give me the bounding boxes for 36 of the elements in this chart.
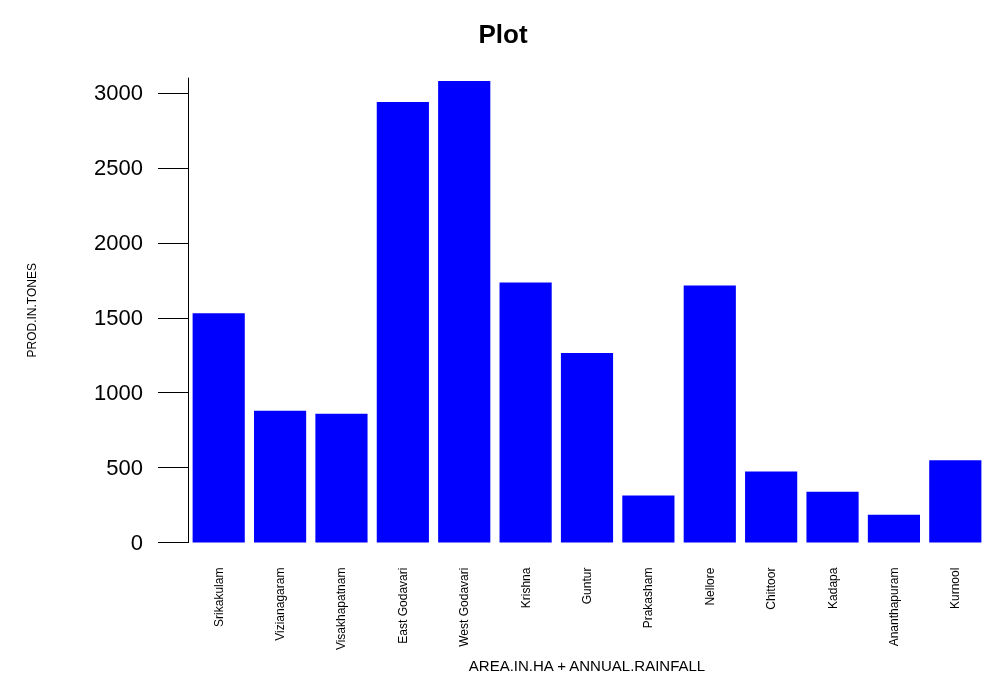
- y-tick-label: 1000: [94, 380, 143, 406]
- y-tick-label: 3000: [94, 80, 143, 106]
- x-tick-label: West Godavari: [457, 567, 472, 647]
- x-tick-label: Kadapa: [825, 567, 840, 609]
- x-tick-label: Guntur: [580, 567, 594, 605]
- x-tick-label: Nellore: [702, 567, 717, 606]
- bar: [253, 410, 307, 543]
- bar: [806, 491, 859, 543]
- x-tick-label: Chittoor: [764, 567, 779, 610]
- x-axis-title: AREA.IN.HA + ANNUAL.RAINFALL: [468, 657, 706, 674]
- y-tick-label: 0: [130, 530, 143, 556]
- x-tick-label: Krishna: [518, 567, 533, 609]
- x-tick-label: Ananthapuram: [886, 567, 901, 647]
- y-axis-title: PROD.IN.TONES: [25, 263, 39, 358]
- bar: [867, 514, 921, 543]
- bar: [622, 495, 675, 543]
- x-tick-label: Visakhapatnam: [334, 567, 349, 651]
- bar: [683, 285, 736, 543]
- bar: [560, 353, 614, 543]
- x-tick-label: East Godavari: [395, 567, 410, 644]
- x-tick-label: Prakasham: [641, 567, 656, 629]
- bar: [315, 413, 368, 543]
- bar: [438, 81, 491, 543]
- bar: [745, 471, 798, 543]
- bar: [499, 282, 552, 543]
- bar: [192, 313, 245, 543]
- y-tick-label: 2000: [94, 230, 143, 256]
- x-tick-label: Srikakulam: [211, 567, 226, 627]
- y-tick-label: 1500: [94, 305, 143, 331]
- chart-title: Plot: [478, 19, 528, 49]
- y-tick-label: 500: [106, 455, 143, 481]
- x-tick-label: Vizianagaram: [273, 567, 288, 641]
- bar: [929, 460, 982, 543]
- y-tick-label: 2500: [94, 155, 143, 181]
- x-tick-label: Kurnool: [948, 567, 963, 609]
- bar: [376, 101, 429, 543]
